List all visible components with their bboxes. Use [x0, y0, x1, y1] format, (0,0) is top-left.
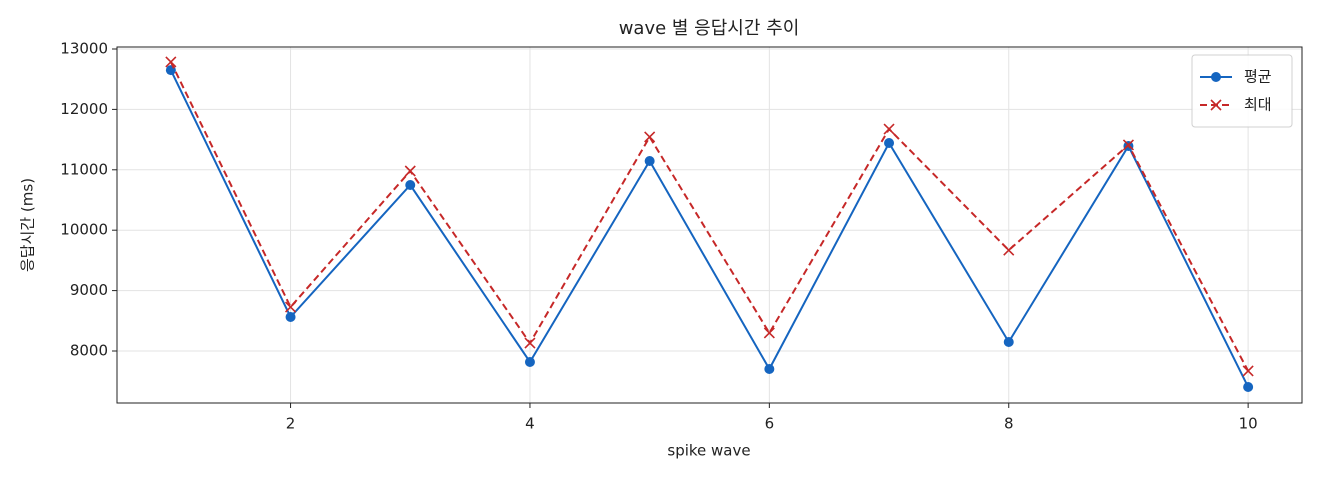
data-point [165, 65, 176, 76]
data-point [284, 301, 297, 313]
x-tick-label: 8 [1004, 415, 1014, 433]
data-point [764, 363, 775, 374]
data-point [1003, 244, 1015, 256]
plot-frame [116, 46, 1303, 404]
data-point [644, 131, 656, 143]
x-tick-label: 2 [286, 415, 296, 433]
x-axis-label: spike wave [667, 442, 750, 460]
legend-marker [1211, 72, 1221, 82]
data-point [285, 311, 296, 322]
data-point [165, 56, 177, 68]
y-tick-label: 12000 [60, 100, 108, 118]
y-tick-label: 10000 [60, 221, 108, 239]
y-axis-label: 응답시간 (ms) [19, 178, 37, 272]
y-tick-label: 13000 [60, 39, 108, 57]
series-line [169, 61, 1250, 372]
y-tick-label: 9000 [70, 281, 108, 299]
x-tick-label: 10 [1239, 415, 1258, 433]
legend-label: 평균 [1244, 68, 1272, 86]
data-point [1242, 365, 1254, 377]
x-tick-label: 4 [525, 415, 535, 433]
data-point [883, 123, 895, 135]
y-tick-label: 8000 [70, 341, 108, 359]
series-line [169, 69, 1250, 388]
data-point [405, 180, 416, 191]
data-point [524, 356, 535, 367]
legend-label: 최대 [1244, 96, 1272, 114]
data-point [524, 337, 536, 349]
legend-marker [1210, 99, 1222, 111]
x-tick-label: 6 [765, 415, 775, 433]
data-point [404, 165, 416, 177]
data-point [1122, 139, 1135, 151]
data-point [1003, 336, 1014, 347]
y-tick-label: 11000 [60, 160, 108, 178]
data-point [884, 137, 895, 148]
chart-title: wave 별 응답시간 추이 [619, 18, 800, 39]
data-point [1243, 381, 1254, 392]
legend-box [1191, 54, 1293, 128]
data-point [763, 327, 775, 339]
data-point [644, 155, 655, 166]
